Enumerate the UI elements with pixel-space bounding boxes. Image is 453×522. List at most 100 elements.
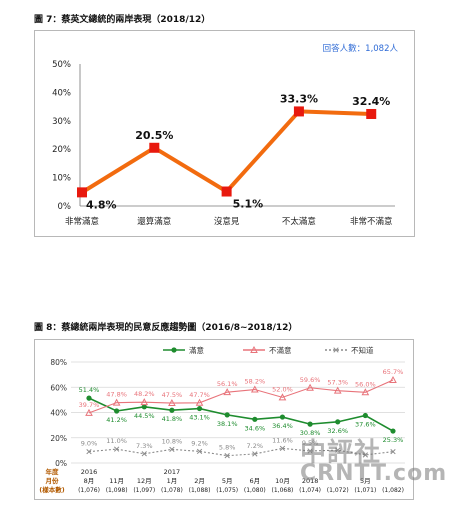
data-point-marker [293,106,304,117]
x-month-label: 2月 [194,477,205,485]
satisfaction-line [80,109,372,195]
data-value-label: 32.4% [352,95,390,108]
y-tick-label: 0% [58,202,72,212]
data-point-marker [168,398,176,407]
data-point-marker [366,108,377,119]
legend-label: 不知道 [351,345,374,355]
data-point-marker [195,398,204,406]
data-value-label: 7.2% [247,442,264,450]
data-point-marker [112,398,121,406]
data-point-marker [171,347,177,353]
data-point-marker [361,388,370,396]
data-point-marker [224,412,230,418]
data-point-marker [389,376,397,384]
data-value-label: 48.2% [134,390,155,398]
x-sample-size-label: (1,068) [272,487,294,494]
y-tick-label: 20% [50,434,67,443]
data-point-marker [149,142,160,153]
x-sample-size-label: (1,072) [327,487,349,494]
data-point-marker [85,408,93,416]
data-point-marker [169,446,175,453]
x-sample-size-label: (1,076) [78,487,100,494]
data-point-marker [250,385,259,393]
data-point-marker [169,407,175,413]
x-sample-size-label: (1,082) [382,487,404,494]
x-sample-size-label: (1,075) [216,487,238,494]
data-value-label: 36.4% [272,422,293,430]
data-point-marker [113,446,120,452]
data-point-marker [335,419,341,425]
data-point-marker [141,404,147,410]
data-value-label: 4.8% [86,198,117,211]
x-month-label: 5月 [360,477,371,485]
legend-label: 不滿意 [269,345,292,355]
series-line [88,447,394,457]
x-row-header: (樣本數) [39,485,64,494]
data-point-marker [333,386,342,394]
data-point-marker [224,453,230,459]
data-point-marker [141,451,147,457]
data-value-label: 5.8% [219,444,236,452]
data-value-label: 10.8% [162,437,183,445]
x-sample-size-label: (1,097) [133,487,155,494]
data-value-label: 56.0% [355,380,376,388]
watermark-domain: CRNTT.com [300,461,448,486]
data-value-label: 59.6% [300,376,321,384]
x-month-label: 11月 [109,477,124,485]
data-point-marker [390,448,396,455]
x-sample-size-label: (1,071) [354,487,376,494]
data-point-marker [86,448,92,455]
data-value-label: 47.8% [106,391,127,399]
data-value-label: 11.0% [106,437,127,445]
data-value-label: 34.6% [244,424,265,432]
figure1-chart: 回答人數：1,082人 0% 10% 20% 30% 40% 50% 非常滿意 還算滿意 沒意… [52,43,399,227]
data-value-label: 11.6% [272,436,293,444]
data-value-label: 7.3% [136,442,153,450]
data-point-marker [252,416,258,422]
x-month-label: 12月 [137,477,152,485]
data-point-marker [196,448,203,455]
data-value-label: 20.5% [135,129,173,142]
data-point-marker [307,421,313,427]
data-value-label: 47.7% [189,391,210,399]
y-tick-label: 40% [52,88,71,98]
watermark-logo: 中評社 [300,438,382,468]
data-point-marker [250,345,258,353]
data-point-marker [307,448,313,454]
data-point-marker [362,452,369,458]
data-value-label: 65.7% [383,368,404,376]
data-value-label: 39.7% [79,401,100,409]
figure1-title: 圖 7：蔡英文總統的兩岸表現（2018/12） [34,15,211,25]
data-value-label: 37.6% [355,421,376,429]
data-point-marker [77,187,87,198]
data-value-label: 25.3% [383,436,404,444]
figure1-frame: 回答人數：1,082人 0% 10% 20% 30% 40% 50% 非常滿意 還算滿意 沒意… [34,30,415,237]
data-value-label: 9.0% [81,440,98,448]
data-point-marker [279,445,286,452]
x-month-label: 8月 [84,477,95,485]
data-point-marker [86,395,92,401]
data-point-marker [252,451,258,457]
data-value-label: 43.1% [189,414,210,422]
x-category-label: 沒意見 [214,216,240,227]
data-value-label: 57.3% [327,379,348,387]
x-category-label: 非常滿意 [65,216,99,227]
y-tick-label: 40% [50,409,67,418]
data-point-marker [333,347,339,353]
data-point-marker [196,405,203,412]
figure2-title: 圖 8：蔡總統兩岸表現的民意反應趨勢圖（2016/8~2018/12） [34,323,298,333]
x-category-label: 不太滿意 [282,216,316,227]
data-value-label: 33.3% [280,92,318,105]
legend-label: 滿意 [189,345,204,355]
data-point-marker [390,428,396,434]
y-tick-label: 0% [55,459,67,468]
data-value-label: 9.5% [302,439,319,447]
y-tick-label: 10% [52,174,71,184]
data-point-marker [278,393,287,401]
data-value-label: 58.2% [244,378,265,386]
respondents-label: 回答人數：1,082人 [323,43,399,54]
x-month-label: 1月 [167,477,178,485]
data-value-label: 47.5% [162,391,183,399]
data-value-label: 41.8% [162,415,183,423]
